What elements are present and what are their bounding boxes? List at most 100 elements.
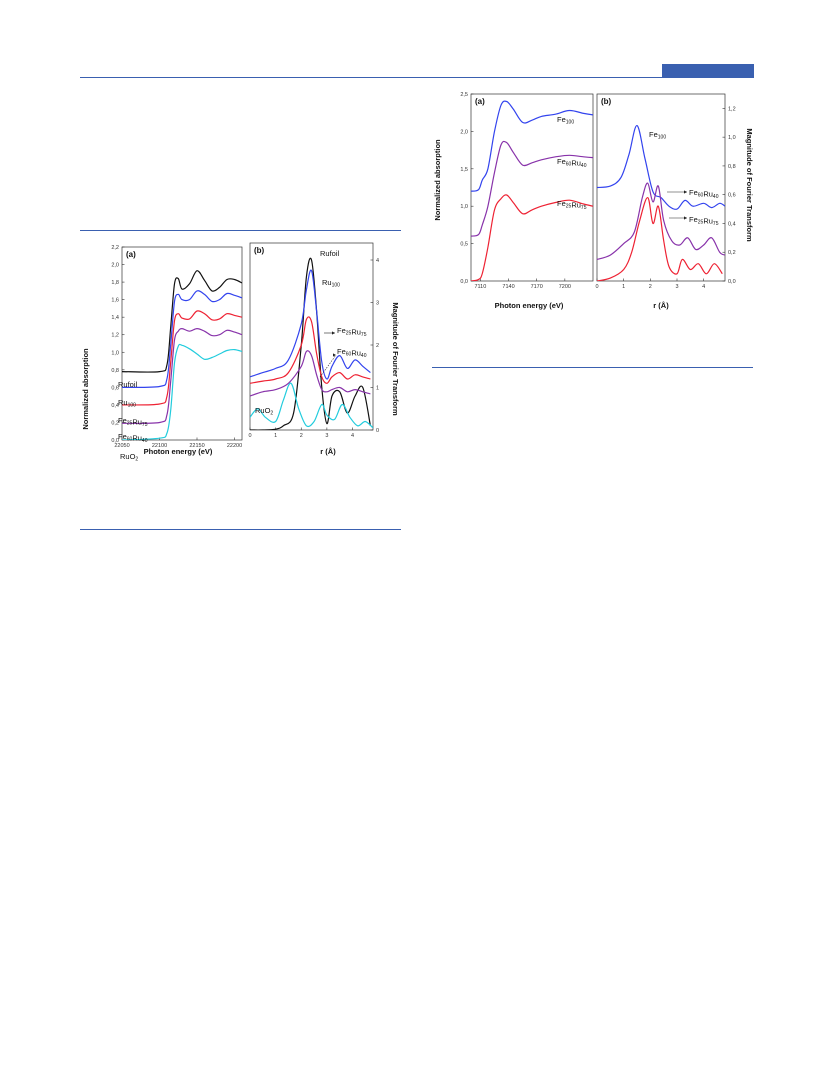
series-label: Fe25Ru75 xyxy=(689,215,719,227)
y-tick-label: 3 xyxy=(376,301,379,307)
header-rule xyxy=(80,77,754,78)
y-tick-label: 1,2 xyxy=(111,333,119,339)
series-line-fe25ru75 xyxy=(122,310,242,406)
y-tick-label: 1,2 xyxy=(728,106,736,112)
series-label: Fe60Ru40 xyxy=(557,157,587,169)
plot-frame xyxy=(596,93,726,282)
y-tick-label: 2,0 xyxy=(111,263,119,269)
y-tick-label: 0,0 xyxy=(728,279,736,285)
y-tick-label: 0,5 xyxy=(460,242,468,248)
y-tick-label: 0,0 xyxy=(111,438,119,444)
panel-label: (a) xyxy=(126,250,136,259)
series-label: Fe60Ru40 xyxy=(689,188,719,200)
plot-panel-fe-a: 0,0 0,5 1,0 1,5 2,0 2,5 7110 7140 7170 7200 (a) Fe1… xyxy=(460,92,594,290)
series-line-fe60ru40 xyxy=(471,140,593,237)
series-line-fe60ru40 xyxy=(250,350,371,397)
x-tick-label: 22200 xyxy=(227,443,242,449)
y-tick-label: 1,4 xyxy=(111,315,119,321)
panel-label: (a) xyxy=(475,97,485,106)
figure-rule-bottom xyxy=(80,529,401,530)
x-tick-label: 3 xyxy=(325,433,328,439)
x-tick-label: 7110 xyxy=(474,284,486,290)
x-tick-label: 2 xyxy=(649,284,652,290)
y-tick-label: 1 xyxy=(376,386,379,392)
series-line-fe25ru75 xyxy=(250,316,371,384)
arrow-head xyxy=(332,331,335,335)
arrow-head xyxy=(333,353,336,357)
x-tick-label: 1 xyxy=(274,433,277,439)
plot-frame xyxy=(121,246,243,441)
y-axis-label-a: Normalized absorption xyxy=(81,348,90,430)
y-tick-label: 1,5 xyxy=(460,167,468,173)
series-line-fe100 xyxy=(471,100,593,192)
y-tick-label: 1,6 xyxy=(111,298,119,304)
label-arrow xyxy=(319,354,337,378)
figure-rule-top xyxy=(80,230,401,231)
figure-ru-kedge: Normalized absorption Photon energy (eV)… xyxy=(81,242,400,463)
series-label: Ru100 xyxy=(322,278,340,289)
y-tick-label: 1,0 xyxy=(460,204,468,210)
series-line-ruo2 xyxy=(122,343,242,440)
y-tick-label: 0,2 xyxy=(111,420,119,426)
x-axis-label-a: Photon energy (eV) xyxy=(495,301,564,310)
x-tick-label: 22100 xyxy=(152,443,167,449)
series-label: Fe60Ru40 xyxy=(337,347,367,359)
header-tab xyxy=(662,64,754,77)
series-line-fe60ru40 xyxy=(122,327,242,424)
y-tick-label: 1,8 xyxy=(111,280,119,286)
y-tick-label: 2,2 xyxy=(111,245,119,251)
series-line-ru100 xyxy=(250,269,371,380)
series-line-fe25ru75 xyxy=(597,196,723,281)
series-label: Fe100 xyxy=(649,130,666,141)
x-tick-label: 7170 xyxy=(531,284,543,290)
x-tick-label: 3 xyxy=(675,284,678,290)
plot-frame xyxy=(470,93,594,282)
x-tick-label: 4 xyxy=(702,284,705,290)
y-tick-label: 0,4 xyxy=(111,403,119,409)
x-tick-label: 1 xyxy=(622,284,625,290)
series-line-fe60ru40 xyxy=(597,182,725,260)
series-line-ru foil xyxy=(122,270,242,373)
x-tick-label: 0 xyxy=(248,433,251,439)
y-tick-label: 0,8 xyxy=(111,368,119,374)
y-tick-label: 0 xyxy=(376,428,379,434)
y-tick-label: 0,6 xyxy=(728,193,736,199)
series-label: Fe25Ru75 xyxy=(557,199,587,211)
y-tick-label: 0,2 xyxy=(728,250,736,256)
y-tick-label: 0,4 xyxy=(728,221,736,227)
y-tick-label: 1,0 xyxy=(728,135,736,141)
x-tick-label: 22150 xyxy=(189,443,204,449)
x-tick-label: 4 xyxy=(351,433,354,439)
series-label: Ru100 xyxy=(118,398,136,409)
plot-frame xyxy=(249,242,374,431)
y-tick-label: 4 xyxy=(376,258,379,264)
x-tick-label: 0 xyxy=(595,284,598,290)
figure-fe-kedge: Normalized absorption Photon energy (eV)… xyxy=(433,92,754,310)
panel-label: (b) xyxy=(601,97,612,106)
y-tick-label: 0,0 xyxy=(460,279,468,285)
series-label: Fe25Ru75 xyxy=(337,326,367,338)
plot-panel-fe-b: 0,0 0,2 0,4 0,6 0,8 1,0 1,2 0 1 2 3 4 (b) Fe100 Fe60Ru… xyxy=(595,93,736,290)
arrow-head xyxy=(684,216,687,220)
panel-label: (b) xyxy=(254,246,265,255)
x-axis-label-b: r (Å) xyxy=(653,301,669,310)
series-label: Fe25Ru75 xyxy=(118,416,148,428)
y-tick-label: 2,0 xyxy=(460,129,468,135)
y-axis-label-a: Normalized absorption xyxy=(433,139,442,221)
series-label: Fe100 xyxy=(557,115,574,126)
x-tick-label: 7140 xyxy=(502,284,514,290)
series-label: Rufoil xyxy=(118,380,138,389)
x-tick-label: 2 xyxy=(300,433,303,439)
x-tick-label: 7200 xyxy=(559,284,571,290)
y-axis-label-b: Magnitude of Fourier Transform xyxy=(745,128,754,242)
y-tick-label: 0,8 xyxy=(728,164,736,170)
plot-panel-ru-a: 0,0 0,2 0,4 0,6 0,8 1,0 1,2 1,4 1,6 1,8 2,0 2,2 2205… xyxy=(111,245,243,463)
x-tick-label: 22050 xyxy=(114,443,129,449)
series-line-ruo2 xyxy=(250,382,373,429)
series-label: Fe60Ru40 xyxy=(118,432,148,444)
series-line-fe100 xyxy=(597,124,725,210)
y-axis-label-b: Magnitude of Fourier Transform xyxy=(391,302,400,416)
series-line-fe25ru75 xyxy=(471,194,593,281)
x-axis-label-a: Photon energy (eV) xyxy=(144,447,213,456)
series-label: RuO2 xyxy=(255,406,273,417)
